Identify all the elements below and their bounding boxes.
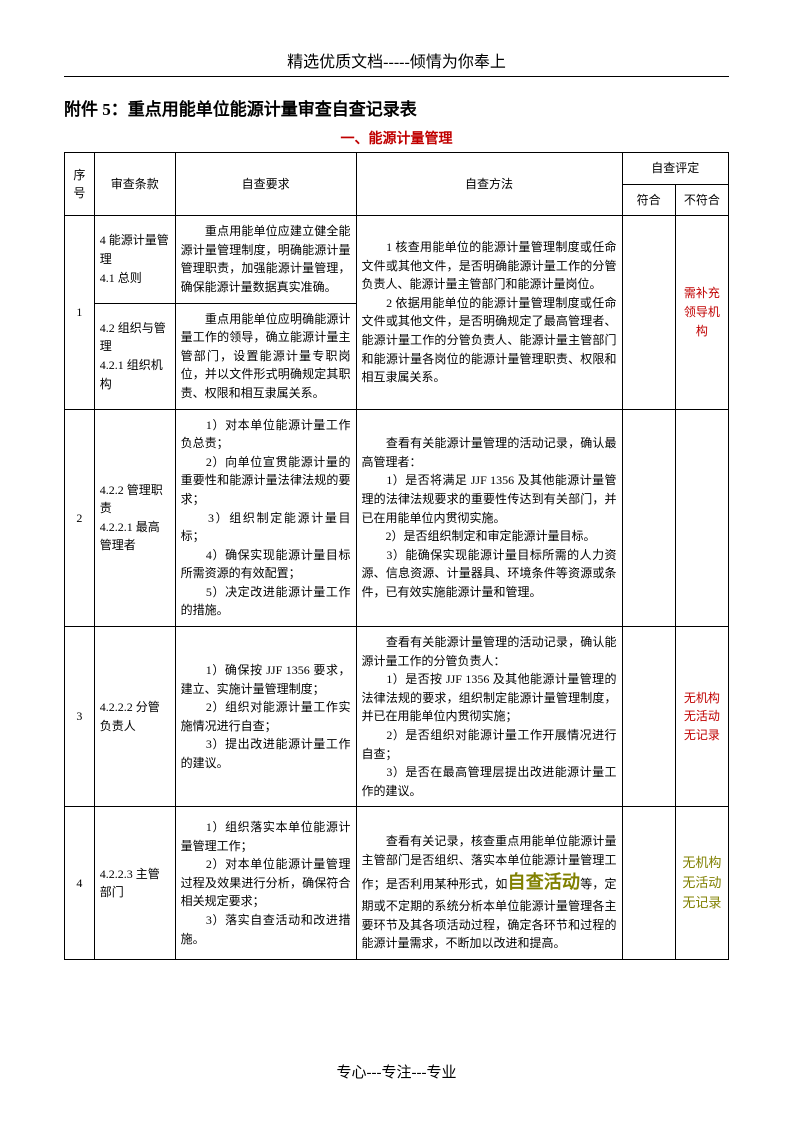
table-row: 2 4.2.2 管理职责 4.2.2.1 最高管理者 1）对本单位能源计量工作负…	[65, 409, 729, 627]
cell-method: 1 核查用能单位的能源计量管理制度或任命文件或其他文件，是否明确能源计量工作的分…	[356, 216, 622, 409]
cell-req: 1）组织落实本单位能源计量管理工作； 2）对本单位能源计量管理过程及效果进行分析…	[175, 807, 356, 959]
col-seq: 序号	[65, 153, 95, 216]
cell-seq: 3	[65, 627, 95, 807]
cell-req: 1）确保按 JJF 1356 要求，建立、实施计量管理制度； 2）组织对能源计量…	[175, 627, 356, 807]
cell-pass	[622, 627, 675, 807]
cell-clause: 4.2 组织与管理 4.2.1 组织机构	[94, 303, 175, 409]
table-row: 3 4.2.2.2 分管负责人 1）确保按 JJF 1356 要求，建立、实施计…	[65, 627, 729, 807]
table-row: 1 4 能源计量管理 4.1 总则 重点用能单位应建立健全能源计量管理制度，明确…	[65, 216, 729, 303]
cell-fail: 无机构 无活动 无记录	[675, 807, 728, 959]
cell-req: 重点用能单位应明确能源计量工作的领导，确立能源计量主管部门，设置能源计量专职岗位…	[175, 303, 356, 409]
cell-req: 重点用能单位应建立健全能源计量管理制度，明确能源计量管理职责，加强能源计量管理，…	[175, 216, 356, 303]
cell-pass	[622, 216, 675, 409]
cell-clause: 4.2.2.3 主管部门	[94, 807, 175, 959]
cell-fail	[675, 409, 728, 627]
col-pass: 符合	[622, 184, 675, 216]
page-header: 精选优质文档-----倾情为你奉上	[64, 48, 729, 72]
cell-pass	[622, 409, 675, 627]
table-row: 4 4.2.2.3 主管部门 1）组织落实本单位能源计量管理工作； 2）对本单位…	[65, 807, 729, 959]
audit-table: 序号 审查条款 自查要求 自查方法 自查评定 符合 不符合 1 4 能源计量管理…	[64, 152, 729, 960]
cell-clause: 4 能源计量管理 4.1 总则	[94, 216, 175, 303]
page-footer: 专心---专注---专业	[0, 1061, 793, 1082]
doc-title: 附件 5：重点用能单位能源计量审查自查记录表	[64, 95, 729, 120]
cell-fail: 需补充领导机构	[675, 216, 728, 409]
cell-method: 查看有关能源计量管理的活动记录，确认最高管理者： 1）是否将满足 JJF 135…	[356, 409, 622, 627]
col-assess: 自查评定	[622, 153, 728, 185]
method-bold: 自查活动	[508, 872, 581, 892]
cell-seq: 4	[65, 807, 95, 959]
header-rule	[64, 76, 729, 77]
cell-seq: 2	[65, 409, 95, 627]
table-header-row: 序号 审查条款 自查要求 自查方法 自查评定	[65, 153, 729, 185]
cell-method: 查看有关能源计量管理的活动记录，确认能源计量工作的分管负责人： 1）是否按 JJ…	[356, 627, 622, 807]
cell-fail: 无机构 无活动 无记录	[675, 627, 728, 807]
col-method: 自查方法	[356, 153, 622, 216]
col-clause: 审查条款	[94, 153, 175, 216]
cell-clause: 4.2.2 管理职责 4.2.2.1 最高管理者	[94, 409, 175, 627]
section-heading: 一、能源计量管理	[64, 128, 729, 148]
cell-seq: 1	[65, 216, 95, 409]
cell-method: 查看有关记录，核查重点用能单位能源计量主管部门是否组织、落实本单位能源计量管理工…	[356, 807, 622, 959]
col-req: 自查要求	[175, 153, 356, 216]
cell-clause: 4.2.2.2 分管负责人	[94, 627, 175, 807]
col-fail: 不符合	[675, 184, 728, 216]
cell-req: 1）对本单位能源计量工作负总责； 2）向单位宣贯能源计量的重要性和能源计量法律法…	[175, 409, 356, 627]
cell-pass	[622, 807, 675, 959]
